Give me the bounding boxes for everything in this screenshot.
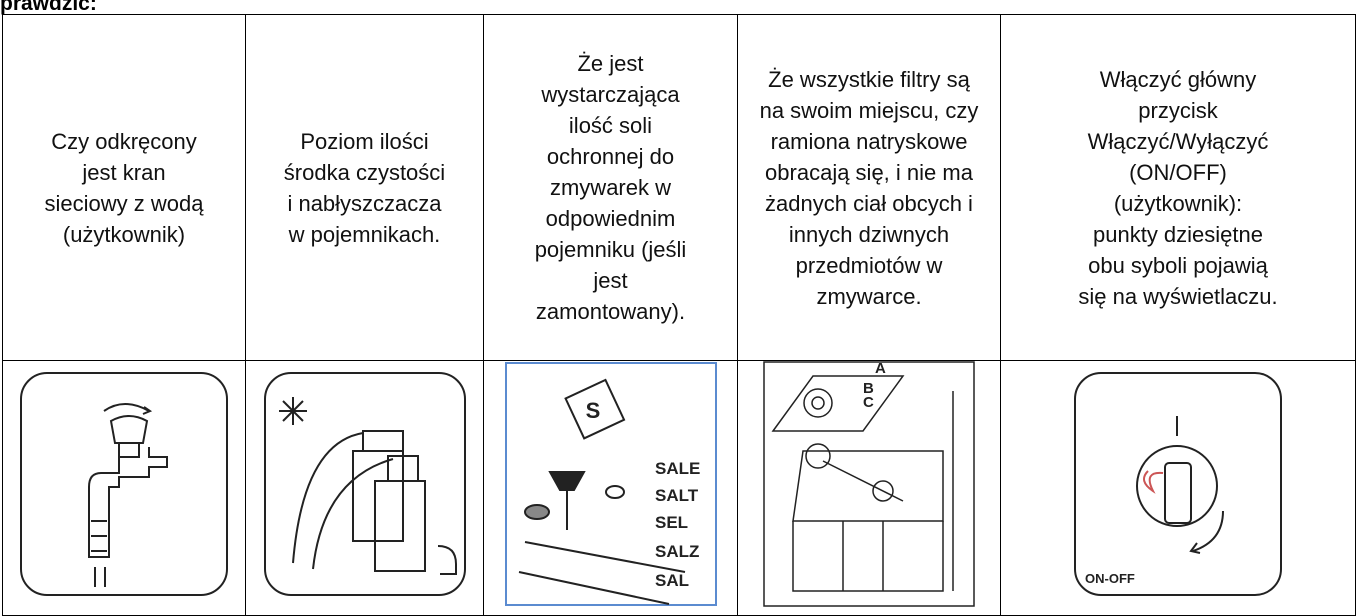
salt-label: SEL <box>655 513 688 532</box>
filter-label: A <box>875 361 886 377</box>
cell-text-line: na swoim miejscu, czy <box>759 97 979 123</box>
cell-text-line: (ON/OFF) <box>1129 159 1227 185</box>
cell-text-line: Że wszystkie filtry są <box>768 66 970 92</box>
cell-text-line: żadnych ciał obcych i <box>765 190 973 216</box>
cell: A B C <box>737 360 1001 616</box>
cell-text-line: jest <box>593 268 628 293</box>
cell-text-line: w pojemnikach. <box>288 221 441 247</box>
cell-text-line: obu syboli pojawią <box>1088 252 1268 278</box>
salt-label: SALT <box>655 486 699 505</box>
cell-text-line: zmywarce. <box>816 283 922 309</box>
cell-text-line: przedmiotów w <box>795 252 943 278</box>
switch-label: ON-OFF <box>1085 571 1135 586</box>
cell-text-line: odpowiednim <box>545 206 676 231</box>
cell-text-line: pojemniku (jeśli <box>534 237 687 262</box>
cell-text-line: (użytkownik): <box>1113 190 1243 216</box>
cell-text-line: innych dziwnych <box>788 221 950 247</box>
cell-text-line: zmywarek w <box>549 175 671 200</box>
cell-text-line: Włączyć główny <box>1099 66 1257 92</box>
image-row: S SALE SALT SEL SALZ SAL A B C ON-OFF <box>2 360 1356 616</box>
cell-text-line: się na wyświetlaczu. <box>1078 283 1278 309</box>
cell: Czy odkręcony jest kran sieciowy z wodą (uż… <box>2 14 246 361</box>
cell-text-line: zamontowany). <box>535 299 686 324</box>
cell: Że wszystkie filtry są na swoim miejscu, … <box>737 14 1001 361</box>
text-row: Czy odkręcony jest kran sieciowy z wodą (uż… <box>2 14 1356 361</box>
cell-text-line: punkty dziesiętne <box>1093 221 1263 247</box>
cell-text-line: ramiona natryskowe <box>770 128 968 154</box>
filters-icon: A B C <box>763 360 975 607</box>
cell-text-line: Poziom ilości <box>300 128 429 154</box>
detergent-icon <box>263 372 466 596</box>
salt-label: SALE <box>655 459 700 478</box>
cell: Włączyć główny przycisk Włączyć/Wyłączyć (O… <box>1000 14 1356 361</box>
cell <box>245 360 484 616</box>
cell: Poziom ilości środka czystości i nabłyszcz… <box>245 14 484 361</box>
filter-label: C <box>863 394 874 411</box>
cell-text-line: przycisk <box>1138 97 1218 123</box>
filter-label: B <box>863 380 874 397</box>
cell: ON-OFF <box>1000 360 1356 616</box>
cell-text-line: Że jest <box>577 51 644 76</box>
cell-text-line: wystarczająca <box>541 82 680 107</box>
cell-text-line: Włączyć/Wyłączyć <box>1087 128 1269 154</box>
cell-text-line: ochronnej do <box>546 144 675 169</box>
salt-label: SAL <box>655 571 689 590</box>
header-text: prawdzić: <box>0 0 97 15</box>
cell: S SALE SALT SEL SALZ SAL <box>483 360 738 616</box>
switch-icon: ON-OFF <box>1074 372 1282 596</box>
check-table: Czy odkręcony jest kran sieciowy z wodą (uż… <box>2 14 1356 616</box>
cell-text-line: Czy odkręcony <box>51 128 197 154</box>
cell-text-line: i nabłyszczacza <box>287 190 442 216</box>
cell-text-line: sieciowy z wodą <box>44 190 204 216</box>
tap-icon <box>20 372 228 596</box>
cell <box>2 360 246 616</box>
box-label: S <box>585 398 600 423</box>
cell-text-line: ilość soli <box>568 113 653 138</box>
salt-icon: S SALE SALT SEL SALZ SAL <box>504 362 717 606</box>
cell-text-line: jest kran <box>82 159 166 185</box>
cell-text-line: środka czystości <box>283 159 446 185</box>
cell-text-line: obracają się, i nie ma <box>765 159 973 185</box>
salt-label: SALZ <box>655 542 699 561</box>
cell-text-line: (użytkownik) <box>62 221 186 247</box>
cell: Że jest wystarczająca ilość soli ochronnej … <box>483 14 738 361</box>
